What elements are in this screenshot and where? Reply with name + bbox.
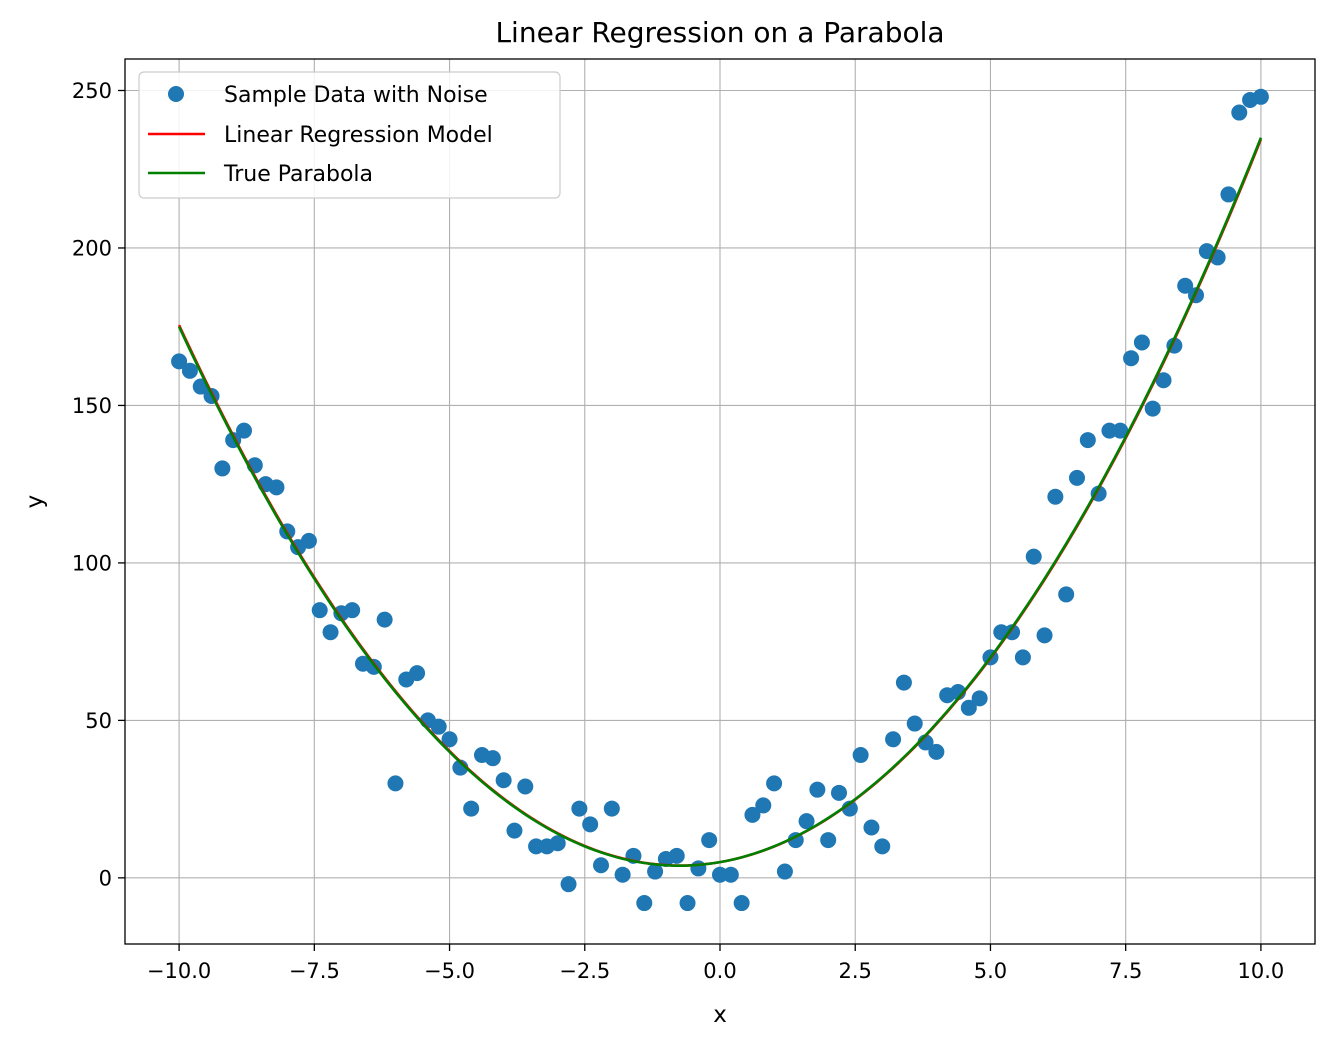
data-point [1004, 624, 1021, 641]
data-point [1133, 334, 1150, 351]
data-point [722, 866, 739, 883]
data-point [1025, 548, 1042, 565]
data-point [1036, 627, 1053, 644]
data-point [895, 674, 912, 691]
data-point [766, 775, 783, 792]
plot-area [171, 88, 1269, 912]
data-point [409, 665, 426, 682]
data-point [874, 838, 891, 855]
legend-box [138, 71, 561, 199]
data-point [549, 835, 566, 852]
data-point [1220, 186, 1237, 203]
data-point [506, 822, 523, 839]
data-point [1112, 422, 1129, 439]
x-tick-label: −2.5 [559, 959, 610, 983]
legend-label: True Parabola [223, 162, 373, 187]
y-tick-label: 150 [72, 394, 112, 418]
y-tick-label: 200 [72, 236, 112, 260]
data-point [181, 362, 198, 379]
data-point [863, 819, 880, 836]
data-point [744, 806, 761, 823]
x-tick-label: 0.0 [703, 959, 736, 983]
data-point [755, 797, 772, 814]
data-point [214, 460, 231, 477]
data-point [906, 715, 923, 732]
data-point [831, 784, 847, 801]
data-point [1079, 432, 1096, 449]
data-point [236, 422, 252, 439]
data-point [928, 743, 945, 760]
y-tick-label: 0 [99, 866, 112, 890]
data-point [322, 624, 339, 641]
data-point [344, 602, 361, 619]
data-point [1058, 586, 1075, 603]
data-point [1177, 277, 1194, 294]
y-tick-label: 100 [72, 551, 112, 575]
x-axis-label: x [713, 1002, 727, 1028]
data-point [809, 781, 826, 798]
ticks: −10.0 −7.5 −5.0 −2.5 0.0 2.5 5.0 7.5 10.0 0 50 100 1… [72, 79, 1284, 983]
data-point [647, 863, 664, 880]
true-parabola-line [177, 137, 1263, 867]
data-point [971, 690, 988, 707]
data-point [463, 800, 480, 817]
y-axis-label: y [22, 495, 48, 509]
data-point [582, 816, 599, 833]
x-tick-label: −10.0 [147, 959, 211, 983]
data-point [636, 895, 653, 912]
data-point [593, 857, 609, 874]
data-point [1231, 104, 1248, 121]
chart-title: Linear Regression on a Parabola [495, 16, 944, 49]
data-point [776, 863, 793, 880]
legend: Sample Data with Noise Linear Regression … [138, 71, 561, 199]
data-point [1014, 649, 1031, 666]
data-point [679, 895, 696, 912]
data-point [668, 847, 685, 864]
data-point [441, 731, 458, 748]
legend-marker [168, 86, 184, 102]
legend-label: Linear Regression Model [224, 123, 493, 148]
legend-label: Sample Data with Noise [224, 83, 488, 108]
y-tick-label: 250 [72, 79, 112, 103]
x-tick-label: 2.5 [839, 959, 872, 983]
data-point [387, 775, 404, 792]
data-point [268, 479, 285, 496]
data-point [484, 750, 501, 767]
data-point [571, 800, 588, 817]
data-point [701, 832, 718, 849]
x-tick-label: −7.5 [289, 959, 340, 983]
data-point [852, 747, 869, 764]
data-point [1252, 88, 1269, 105]
data-point [300, 532, 317, 549]
x-tick-label: 10.0 [1238, 959, 1285, 983]
data-point [1069, 469, 1085, 486]
data-point [495, 772, 512, 789]
x-tick-label: −5.0 [424, 959, 475, 983]
data-point [885, 731, 902, 748]
data-point [733, 895, 750, 912]
data-point [311, 602, 328, 619]
data-point [430, 718, 447, 735]
x-tick-label: 7.5 [1109, 959, 1142, 983]
data-point [1144, 400, 1161, 417]
data-point [1155, 372, 1172, 389]
x-tick-label: 5.0 [974, 959, 1007, 983]
data-point [171, 353, 188, 370]
data-point [690, 860, 707, 877]
data-point [560, 876, 577, 893]
data-point [820, 832, 837, 849]
data-point [614, 866, 631, 883]
data-point [1047, 488, 1064, 505]
y-tick-label: 50 [85, 709, 112, 733]
data-point [1123, 350, 1140, 367]
data-point [603, 800, 620, 817]
data-point [517, 778, 534, 795]
data-point [960, 699, 977, 716]
data-point [376, 611, 393, 628]
data-point [798, 813, 815, 830]
